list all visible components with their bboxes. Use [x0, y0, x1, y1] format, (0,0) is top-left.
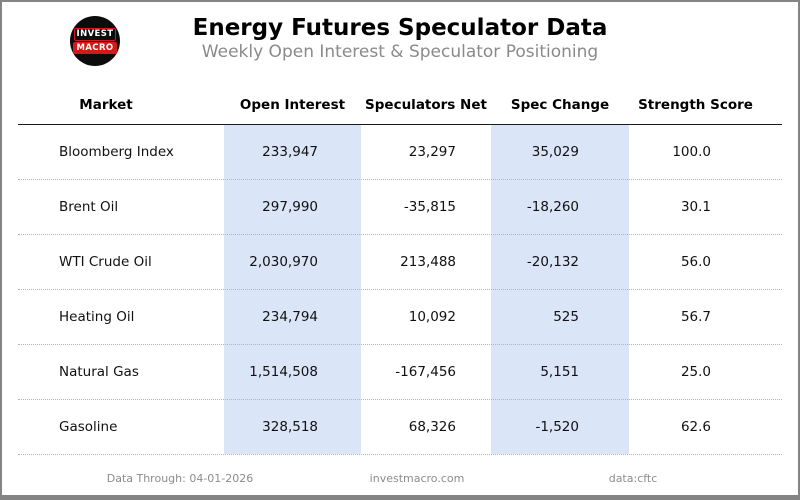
- table-row: Natural Gas 1,514,508 -167,456 5,151 25.…: [18, 345, 782, 400]
- table-row: Heating Oil 234,794 10,092 525 56.7: [18, 290, 782, 345]
- cell-market: WTI Crude Oil: [59, 254, 152, 270]
- cell-speculators-net: 10,092: [408, 309, 456, 325]
- column-header-market: Market: [79, 97, 133, 113]
- cell-open-interest: 1,514,508: [249, 364, 318, 380]
- cell-strength-score: 30.1: [680, 199, 711, 215]
- column-header-speculators-net: Speculators Net: [365, 97, 487, 113]
- report-footer: Data Through: 04-01-2026 investmacro.com…: [2, 472, 798, 486]
- cell-open-interest: 234,794: [262, 309, 318, 325]
- table-row: Bloomberg Index 233,947 23,297 35,029 10…: [18, 125, 782, 180]
- table-row: Gasoline 328,518 68,326 -1,520 62.6: [18, 400, 782, 455]
- cell-market: Natural Gas: [59, 364, 139, 380]
- column-header-strength-score: Strength Score: [638, 97, 753, 113]
- cell-market: Bloomberg Index: [59, 144, 174, 160]
- cell-market: Gasoline: [59, 419, 118, 435]
- table-header-row: Market Open Interest Speculators Net Spe…: [18, 97, 782, 125]
- logo-macro-text: MACRO: [73, 42, 117, 54]
- table-row: WTI Crude Oil 2,030,970 213,488 -20,132 …: [18, 235, 782, 290]
- cell-strength-score: 56.7: [680, 309, 711, 325]
- cell-speculators-net: 68,326: [408, 419, 456, 435]
- report-header: INVEST MACRO Energy Futures Speculator D…: [2, 2, 798, 66]
- cell-speculators-net: 23,297: [408, 144, 456, 160]
- investmacro-logo: INVEST MACRO: [70, 16, 120, 66]
- cell-market: Brent Oil: [59, 199, 119, 215]
- cell-speculators-net: 213,488: [400, 254, 456, 270]
- futures-table: Market Open Interest Speculators Net Spe…: [18, 97, 782, 455]
- page-title: Energy Futures Speculator Data: [192, 15, 608, 41]
- column-header-open-interest: Open Interest: [239, 97, 346, 113]
- logo-invest-text: INVEST: [73, 28, 117, 41]
- cell-open-interest: 233,947: [262, 144, 318, 160]
- cell-strength-score: 100.0: [672, 144, 711, 160]
- cell-spec-change: 35,029: [531, 144, 579, 160]
- cell-spec-change: 5,151: [540, 364, 579, 380]
- cell-market: Heating Oil: [59, 309, 135, 325]
- cell-strength-score: 25.0: [680, 364, 711, 380]
- website-label: investmacro.com: [369, 472, 465, 485]
- cell-speculators-net: -167,456: [395, 364, 456, 380]
- cell-open-interest: 328,518: [262, 419, 318, 435]
- table-row: Brent Oil 297,990 -35,815 -18,260 30.1: [18, 180, 782, 235]
- page-subtitle: Weekly Open Interest & Speculator Positi…: [201, 42, 599, 62]
- cell-open-interest: 297,990: [262, 199, 318, 215]
- data-through-label: Data Through: 04-01-2026: [106, 472, 254, 485]
- data-source-label: data:cftc: [608, 472, 658, 485]
- cell-strength-score: 56.0: [680, 254, 711, 270]
- cell-spec-change: -1,520: [535, 419, 579, 435]
- cell-open-interest: 2,030,970: [249, 254, 318, 270]
- cell-spec-change: -20,132: [526, 254, 579, 270]
- cell-speculators-net: -35,815: [403, 199, 456, 215]
- cell-strength-score: 62.6: [680, 419, 711, 435]
- cell-spec-change: -18,260: [526, 199, 579, 215]
- cell-spec-change: 525: [553, 309, 579, 325]
- column-header-spec-change: Spec Change: [510, 97, 610, 113]
- table-body: Bloomberg Index 233,947 23,297 35,029 10…: [18, 125, 782, 455]
